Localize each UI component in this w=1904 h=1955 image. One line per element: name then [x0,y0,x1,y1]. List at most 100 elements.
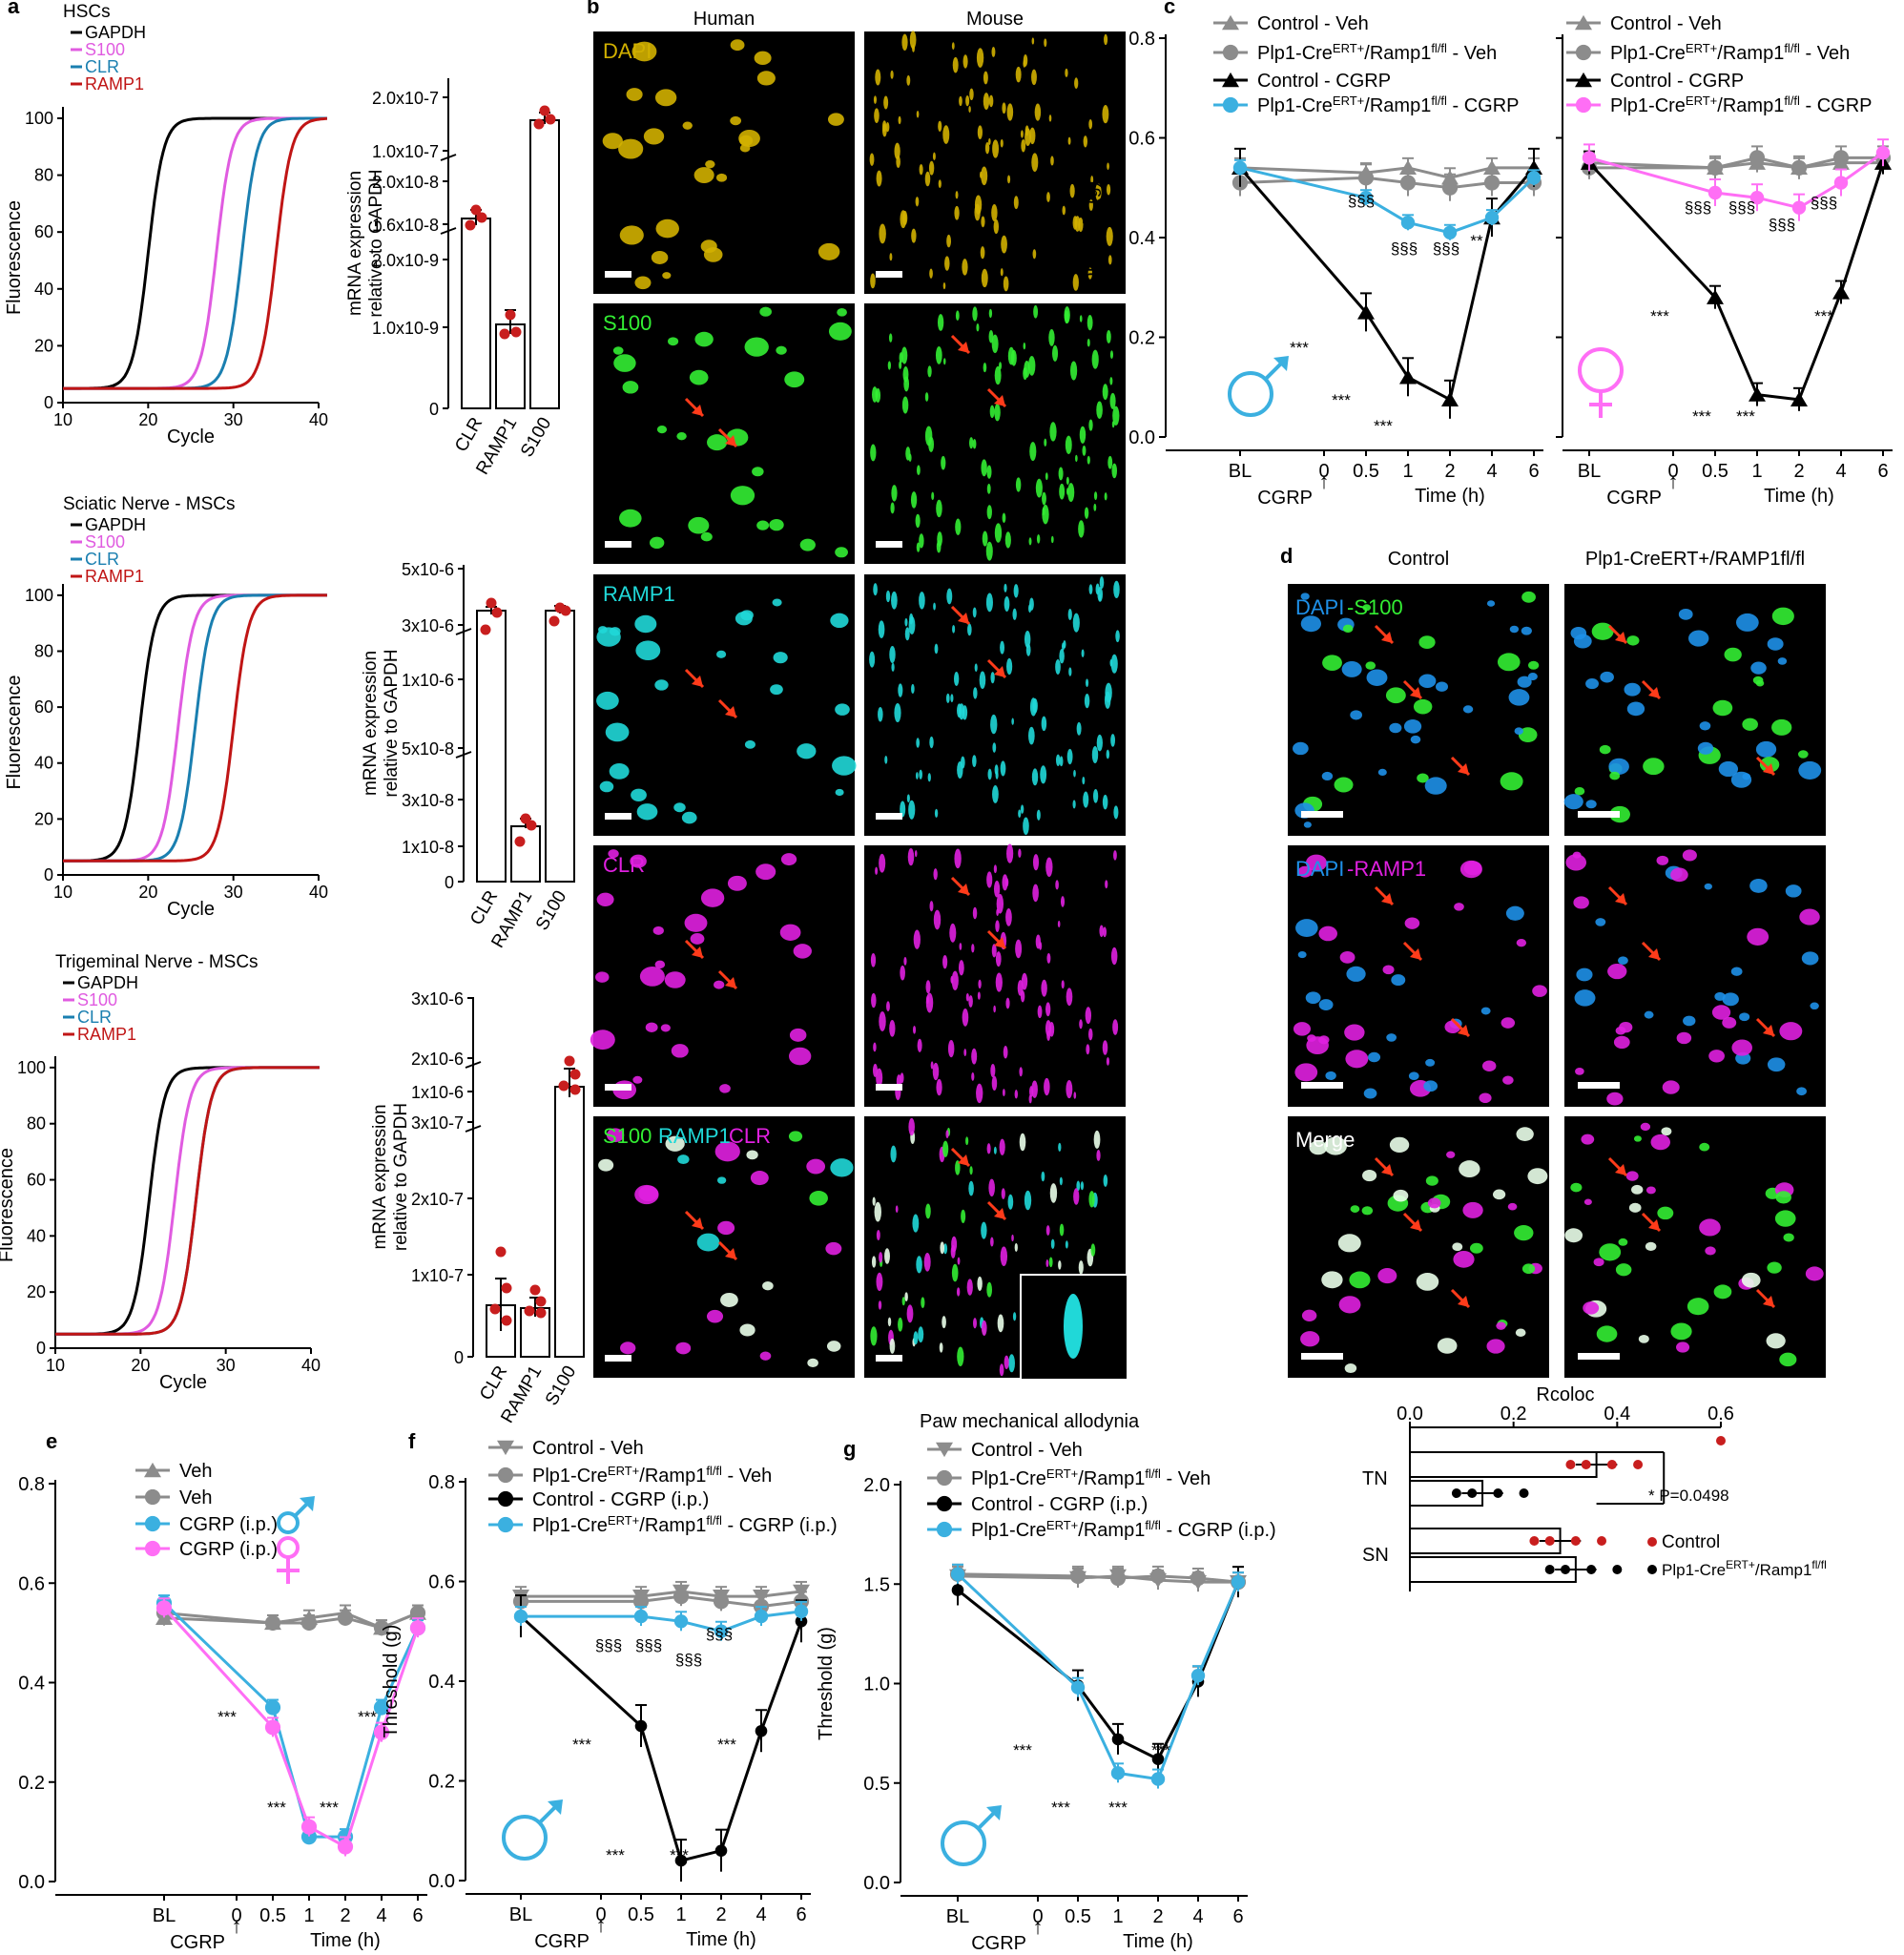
cell-signal [1418,635,1436,650]
arrow [692,946,703,958]
cell-signal [634,276,652,290]
scale-bar [876,1355,902,1362]
cell-signal [957,1346,964,1366]
cell-signal [1345,1050,1369,1069]
cell-signal [890,502,895,514]
cell-signal [631,41,657,62]
cell-signal [1452,1242,1463,1252]
significance-label: *** [572,1736,591,1754]
cell-signal [916,111,920,118]
cell-signal [993,1146,997,1154]
cell-signal [671,1044,689,1058]
cell-signal [1065,435,1072,454]
y-tick-label: 0.4 [18,1674,45,1695]
data-point [560,605,571,616]
data-point [950,1567,965,1582]
cell-signal [934,808,939,818]
legend-label-part: fl/fl [1811,1558,1826,1571]
cell-signal [871,992,877,1009]
cell-signal [904,617,908,627]
cell-signal [1527,673,1538,681]
data-point [1832,150,1850,166]
legend-label-part: - CGRP [1447,95,1520,116]
cell-signal [1318,926,1337,942]
y-tick-label: 100 [25,586,53,605]
cell-signal [1027,356,1036,376]
cell-signal [908,615,916,634]
cell-signal [1608,758,1629,775]
legend-label-part: fl/fl [1145,1518,1161,1532]
cell-signal [1741,1272,1761,1288]
arrow [1381,632,1393,643]
cell-signal [1107,162,1109,170]
series-line [1588,151,1884,210]
channel-label: DAPI [1295,595,1344,619]
significance-label: *** [1374,417,1393,435]
legend-label-part: /Ramp1 [1364,43,1431,64]
legend-label: S100 [85,40,125,59]
legend-label-part: /Ramp1 [1078,1468,1145,1489]
cell-signal [714,980,725,989]
cell-signal [969,1166,973,1175]
cell-signal [942,954,948,969]
data-point [634,1719,648,1733]
cell-signal [1080,1181,1085,1191]
cell-signal [988,94,994,108]
x-tick-label: 1 [303,1905,314,1926]
cell-signal [1060,896,1066,907]
cell-signal [1350,1205,1360,1213]
cell-signal [1699,721,1711,731]
panel-letter-a: a [8,0,20,18]
cell-signal [993,864,997,874]
cell-signal [1032,249,1037,260]
data-point [1110,1766,1126,1780]
cell-signal [1096,734,1103,752]
cell-signal [1318,999,1334,1011]
legend-label-part: - Veh [722,1466,772,1487]
y-tick-label: 80 [34,641,53,660]
cell-signal [1785,884,1802,898]
significance-label: *** [1151,1741,1170,1759]
legend-marker [1575,96,1592,114]
cell-signal [1087,314,1093,331]
cell-signal [1309,1140,1328,1155]
arrow [1763,1296,1774,1307]
significance-label: *** [670,1846,689,1864]
x-axis-label: Rcoloc [1536,1384,1594,1405]
data-point [1399,175,1417,191]
y-tick-label: 2x10-6 [411,1050,464,1069]
cell-signal [806,1158,826,1175]
cell-signal [1069,361,1078,381]
cell-signal [1389,722,1402,734]
cell-signal [1528,660,1540,670]
arrow [692,1217,703,1229]
cell-signal [1521,626,1532,635]
cell-signal [1105,880,1108,889]
y-tick-label: 0.6 [18,1573,45,1594]
cell-signal [1046,192,1050,202]
cell-signal [1779,1352,1797,1367]
cell-signal [981,459,987,477]
cell-signal [1014,1090,1019,1099]
series-line [1239,166,1534,179]
cell-signal [1306,1036,1329,1055]
x-tick-label: 40 [301,1356,321,1375]
cell-signal [890,1145,897,1163]
cell-signal [942,282,946,290]
micrograph-panel [593,31,855,294]
cell-signal [1050,535,1054,544]
y-tick-label: 0.4 [428,1672,455,1693]
y-tick-label: 20 [27,1282,46,1301]
cell-signal [1055,754,1061,766]
cell-signal [1031,69,1037,86]
stim-label: CGRP [971,1933,1026,1954]
cell-signal [638,1185,658,1202]
y-tick-label: 0.0 [428,1871,455,1892]
cell-signal [1735,613,1759,632]
bar [529,119,560,409]
cell-signal [878,706,883,722]
cell-signal [1102,794,1108,810]
cell-signal [882,120,887,133]
cell-signal [1058,467,1064,481]
y-tick-label: 40 [34,280,53,299]
